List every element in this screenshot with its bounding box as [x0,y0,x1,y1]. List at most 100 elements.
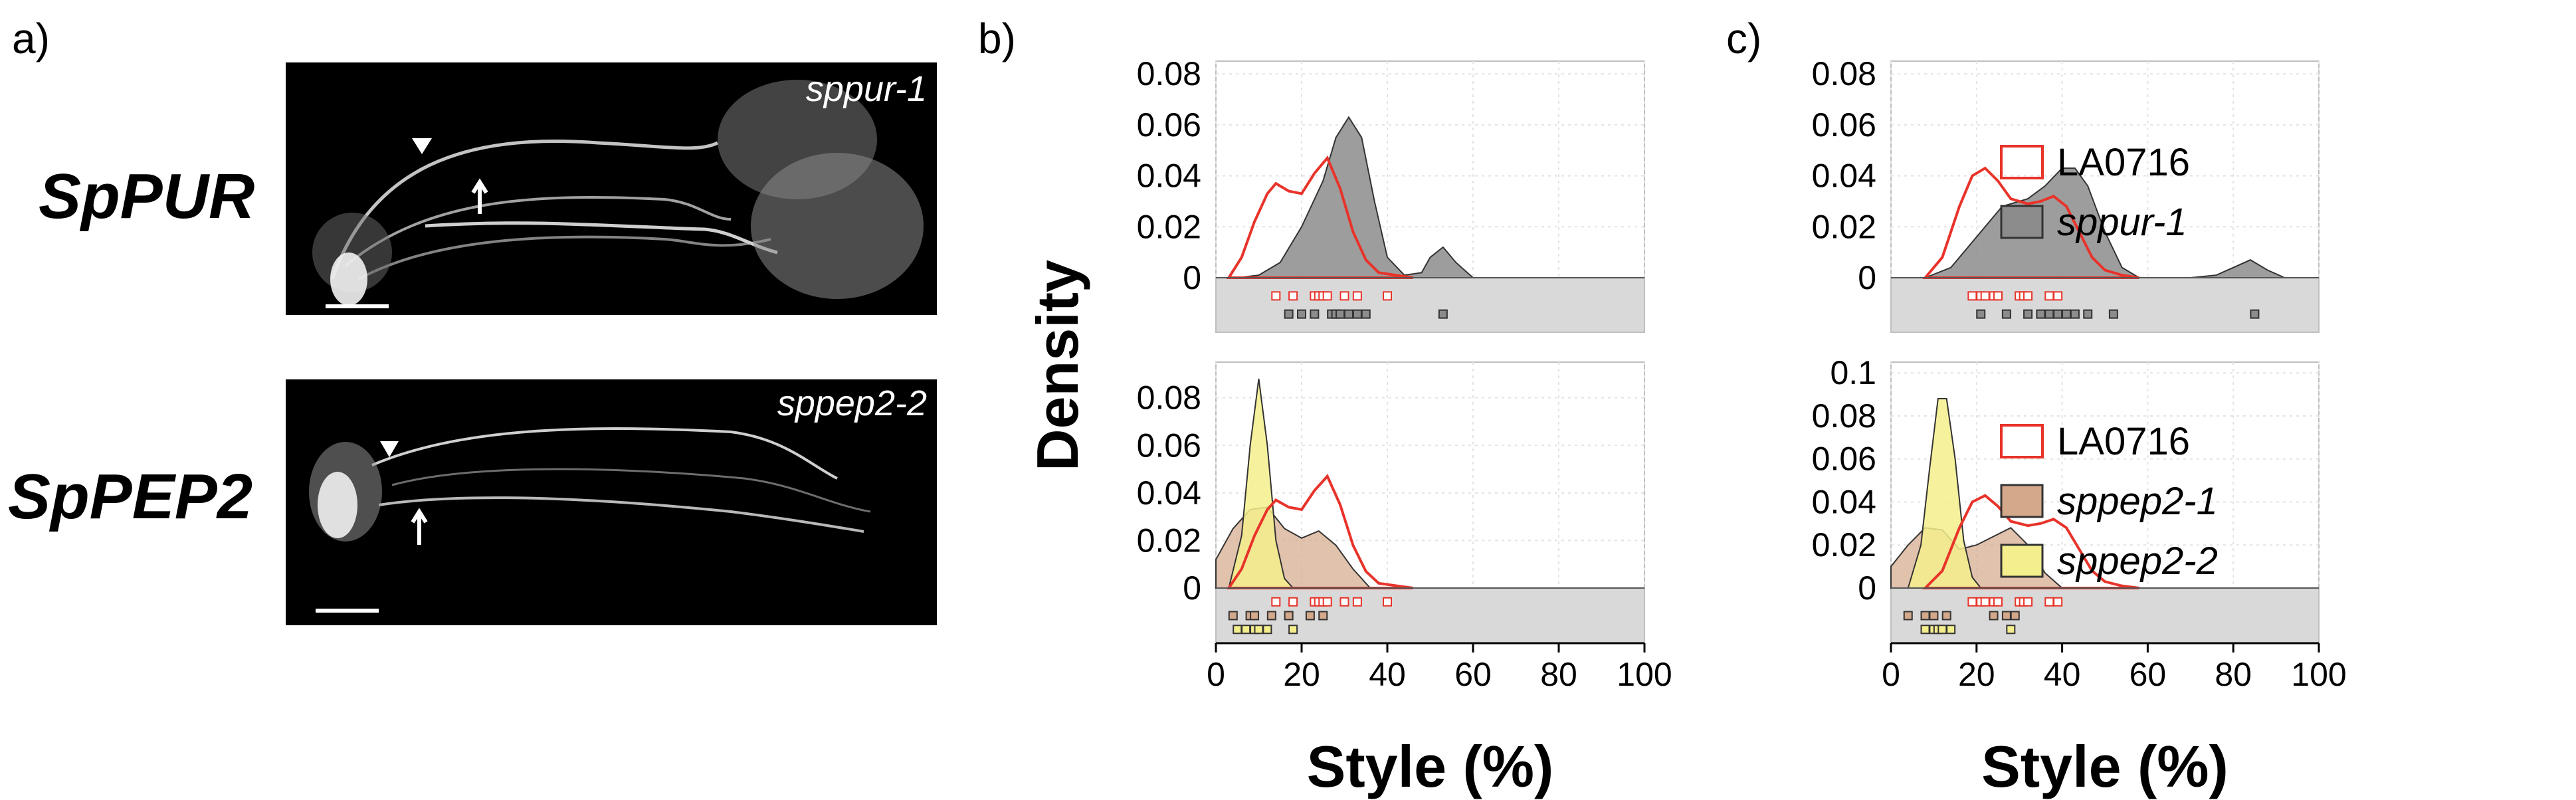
x-tick-label: 60 [2130,656,2167,693]
micrograph-sppep2-tube [378,496,864,533]
rug-mark-sppep2-1 [1250,611,1260,621]
rug-mark-LA0716 [1980,597,1990,607]
x-tick-label: 100 [1617,656,1672,693]
rug-mark-sppur-1 [2083,309,2093,319]
arrow-marker [411,508,428,545]
micrograph-sppur: sppur-1 [286,62,937,315]
rug-mark-sppur-1 [2036,309,2046,319]
chart-c-bottom: 0.1 0.08 0.06 0.04 0.02 0 0 20 40 60 80 100 Style (%… [1812,354,2347,799]
y-axis-title: Density [1025,260,1090,471]
rug-mark-sppur-1 [1297,309,1306,319]
y-tick-label: 0.02 [1812,208,1876,245]
legend-swatch-la0716 [2000,424,2044,458]
micrograph-sppur-tip [330,252,367,306]
micrograph-sppep2-tube [371,427,838,480]
chart-b-bottom: 0.08 0.06 0.04 0.02 0 0 20 40 60 80 100 Style (%) [1137,361,1672,799]
rug-mark-LA0716 [1383,291,1392,301]
rug-mark-LA0716 [2044,597,2054,607]
x-axis-title: Style (%) [1981,734,2229,799]
micrograph-sppep2: sppep2-2 [286,379,937,625]
rug-mark-sppur-1 [1284,309,1294,319]
rug-mark-sppur-1 [1976,309,1986,319]
rug-mark-LA0716 [1288,597,1298,607]
x-axis-title: Style (%) [1307,734,1554,799]
rug-mark-sppur-1 [2070,309,2080,319]
rug-mark-sppur-1 [2062,309,2072,319]
rug-mark-LA0716 [1993,597,2003,607]
rug-mark-sppur-1 [2250,309,2260,319]
y-tick-label: 0.06 [1137,106,1201,144]
rug-mark-LA0716 [1322,597,1332,607]
gene-label-sppep2: SpPEP2 [8,461,252,532]
x-tick-label: 40 [2044,656,2081,693]
rug-mark-sppep2-1 [1929,611,1939,621]
micrograph-sppur-tube [330,140,719,280]
rug-mark-LA0716 [1967,597,1977,607]
micrograph-sppur-pollen [751,153,924,299]
rug-mark-sppep2-2 [2006,625,2016,635]
y-tick-label: 0 [1183,569,1201,607]
rug-mark-LA0716 [1352,291,1362,301]
chart-c-top: 0.08 0.06 0.04 0.02 0 [1812,55,2320,333]
rug-mark-sppur-1 [1361,309,1371,319]
arrow-marker [471,178,488,214]
rug-mark-sppur-1 [2053,309,2063,319]
y-tick-label: 0 [1183,259,1201,296]
y-tick-label: 0.04 [1137,157,1201,195]
x-tick-label: 80 [2215,656,2252,693]
y-tick-label: 0.08 [1812,397,1876,435]
density-sppep2-2 [1907,398,1983,589]
rug-mark-LA0716 [1271,291,1281,301]
rug-mark-sppep2-1 [1318,611,1328,621]
y-tick-label: 0.06 [1812,106,1876,144]
micrograph-sppep2-tube [391,468,871,513]
legend-label-sppep2-1: sppep2-1 [2057,480,2218,523]
rug-mark-LA0716 [1967,291,1977,301]
y-tick-label: 0.06 [1812,441,1876,478]
rug-strip [1215,277,1645,333]
density-LA0716 [1922,166,2139,279]
x-tick-label: 20 [1283,656,1320,693]
rug-mark-LA0716 [1339,597,1349,607]
rug-mark-sppep2-1 [1266,611,1276,621]
rug-mark-sppep2-1 [2010,611,2020,621]
micrograph-sppur-tube [358,235,771,280]
rug-mark-LA0716 [2023,291,2033,301]
y-tick-label: 0 [1858,569,1876,607]
rug-mark-sppep2-2 [1937,625,1947,635]
rug-mark-LA0716 [1322,291,1332,301]
rug-strip [1890,277,2320,333]
x-tick-label: 40 [1369,656,1406,693]
micrograph-sppur-scale-bar [326,304,389,308]
rug-strip [1215,587,1645,644]
micrograph-sppur-tube [425,221,778,254]
x-tick-label: 0 [1207,656,1225,693]
y-tick-label: 0.04 [1812,157,1876,195]
rug-mark-LA0716 [2053,597,2063,607]
micrograph-sppep2-tip [318,472,357,538]
y-tick-label: 0.02 [1137,522,1201,559]
rug-mark-sppur-1 [2023,309,2033,319]
rug-mark-sppep2-1 [1920,611,1930,621]
rug-mark-sppur-1 [1352,309,1362,319]
y-tick-label: 0.08 [1812,55,1876,92]
y-tick-label: 0 [1858,259,1876,296]
density-LA0716 [1922,494,2139,589]
legend-label-sppur1: sppur-1 [2057,201,2187,244]
rug-mark-LA0716 [1993,291,2003,301]
density-sppur-1 [1237,116,1475,278]
rug-mark-sppur-1 [1336,309,1345,319]
micrograph-sppur-label: sppur-1 [806,69,927,109]
legend-swatch-sppur1 [2000,205,2044,239]
legend-swatch-sppep2-2 [2000,544,2044,578]
rug-mark-sppur-1 [2108,309,2118,319]
rug-mark-sppep2-1 [1989,611,1999,621]
legend-label-sppep2-2: sppep2-2 [2057,540,2218,583]
y-tick-label: 0.02 [1137,208,1201,245]
x-tick-label: 0 [1882,656,1900,693]
rug-mark-sppur-1 [1438,309,1448,319]
y-tick-label: 0.08 [1137,55,1201,92]
density-LA0716 [1226,474,1413,589]
rug-mark-sppep2-1 [1903,611,1913,621]
